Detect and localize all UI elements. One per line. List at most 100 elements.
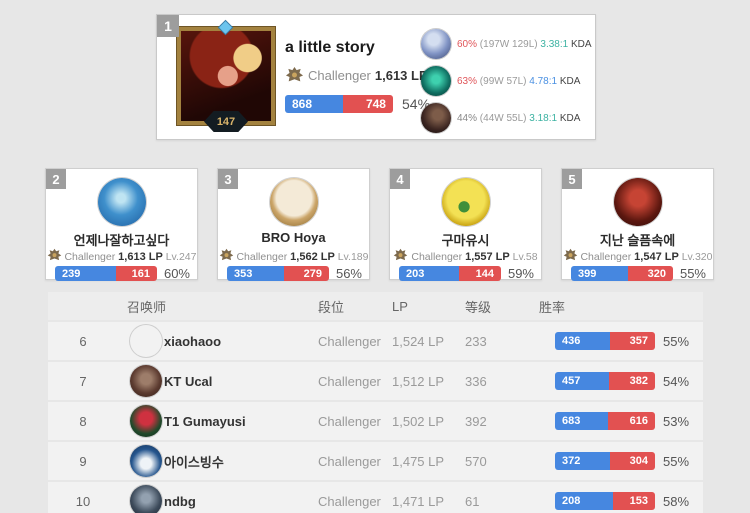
wins-count: 399: [578, 267, 597, 280]
losses-segment: 748: [343, 95, 393, 113]
winloss-row: 239 161 60%: [55, 266, 190, 281]
row-tier: Challenger: [318, 333, 381, 349]
tier-row: Challenger 1,547 LP Lv.320: [562, 248, 713, 263]
summoner-avatar: [613, 178, 662, 226]
rank-badge: 1: [157, 15, 179, 37]
winloss-bar: 683 616: [555, 412, 655, 430]
row-level: 61: [465, 493, 480, 509]
summoner-name[interactable]: T1 Gumayusi: [164, 413, 246, 429]
row-avatar-cell: [118, 485, 164, 513]
table-row[interactable]: 8 T1 Gumayusi Challenger 1,502 LP 392 68…: [48, 402, 703, 440]
summoner-name[interactable]: BRO Hoya: [261, 230, 326, 245]
losses-segment: 304: [610, 452, 655, 470]
summoner-name[interactable]: 언제나잘하고싶다: [73, 233, 170, 248]
rank-card[interactable]: 5 지난 슬픔속에 Challenger 1,547 LP Lv.320 399…: [561, 168, 714, 281]
summoner-name[interactable]: 지난 슬픔속에: [599, 233, 676, 248]
wins-segment: 868: [285, 95, 343, 113]
table-row[interactable]: 6 xiaohaoo Challenger 1,524 LP 233 436 3…: [48, 322, 703, 360]
row-avatar-cell: [118, 405, 164, 437]
rank-card[interactable]: 2 언제나잘하고싶다 Challenger 1,613 LP Lv.247 23…: [45, 168, 198, 281]
rank-card[interactable]: 3 BRO Hoya Challenger 1,562 LP Lv.189 35…: [217, 168, 370, 281]
row-winrate: 58%: [663, 493, 690, 509]
champion-stats: 60% (197W 129L) 3.38:1 KDA: [457, 39, 592, 50]
wins-count: 208: [562, 495, 581, 507]
winloss-row: 353 279 56%: [227, 266, 362, 281]
lp-value: 1,557 LP: [465, 251, 510, 263]
lp-value: 1,547 LP: [634, 251, 679, 263]
rank-badge: 4: [390, 169, 410, 189]
row-winrate: 55%: [663, 453, 690, 469]
losses-count: 320: [647, 267, 666, 280]
losses-count: 304: [629, 455, 648, 467]
row-rank: 9: [79, 453, 87, 469]
summoner-name[interactable]: KT Ucal: [164, 373, 213, 389]
champion-winrate: 44%: [457, 112, 478, 124]
row-lp: 1,512 LP: [392, 373, 445, 389]
champion-row[interactable]: 60% (197W 129L) 3.38:1 KDA: [421, 29, 593, 59]
wins-count: 203: [406, 267, 425, 280]
losses-count: 748: [365, 97, 386, 111]
summoner-avatar: 147: [177, 21, 275, 132]
winloss-bar: 399 320: [571, 266, 673, 281]
summoner-avatar: [130, 365, 162, 397]
tier-row: Challenger 1,613 LP: [285, 66, 435, 85]
summoner-name[interactable]: 아이스빙수: [164, 454, 224, 470]
losses-segment: 144: [458, 266, 501, 281]
table-body: 6 xiaohaoo Challenger 1,524 LP 233 436 3…: [48, 322, 703, 513]
level-label: Lv.247: [165, 251, 197, 263]
table-row[interactable]: 7 KT Ucal Challenger 1,512 LP 336 457 38…: [48, 362, 703, 400]
champion-kda-label: KDA: [559, 75, 581, 87]
challenger-crest-icon: [219, 248, 234, 263]
champion-kda-ratio: 3.38:1: [540, 38, 569, 50]
row-rank: 7: [79, 373, 87, 389]
summoner-level-badge: 147: [204, 111, 248, 132]
row-level: 336: [465, 373, 487, 389]
lp-value: 1,613 LP: [118, 251, 163, 263]
losses-count: 616: [629, 415, 648, 427]
champion-row[interactable]: 44% (44W 55L) 3.18:1 KDA: [421, 103, 593, 133]
rank-card[interactable]: 4 구마유시 Challenger 1,557 LP Lv.58 203 144…: [389, 168, 542, 281]
row-winrate: 54%: [663, 373, 690, 389]
wins-segment: 239: [55, 266, 116, 281]
losses-count: 161: [131, 267, 150, 280]
tier-label: Challenger: [580, 251, 632, 263]
winrate-label: 56%: [335, 266, 362, 281]
table-row[interactable]: 9 아이스빙수 Challenger 1,475 LP 570 372 304 …: [48, 442, 703, 480]
champion-record: (99W 57L): [479, 75, 527, 87]
row-lp: 1,471 LP: [392, 493, 445, 509]
rank-badge: 3: [218, 169, 238, 189]
summoner-name[interactable]: 구마유시: [441, 233, 490, 248]
tier-row: Challenger 1,562 LP Lv.189: [218, 248, 369, 263]
avatar-gem-icon: [219, 21, 232, 34]
champion-row[interactable]: 63% (99W 57L) 4.78:1 KDA: [421, 66, 593, 96]
tier-label: Challenger: [308, 68, 371, 83]
summoner-avatar: [130, 405, 162, 437]
table-row[interactable]: 10 ndbg Challenger 1,471 LP 61 208 153 5…: [48, 482, 703, 513]
row-winrate: 55%: [663, 333, 690, 349]
summoner-name[interactable]: a little story: [285, 39, 375, 56]
winloss-bar: 353 279: [227, 266, 329, 281]
summoner-name[interactable]: ndbg: [164, 493, 196, 509]
table-header: 召唤师 段位 LP 等级 胜率: [48, 292, 703, 320]
champion-kda-ratio: 4.78:1: [529, 75, 558, 87]
wins-count: 868: [292, 97, 313, 111]
summoner-name[interactable]: xiaohaoo: [164, 333, 222, 349]
row-lp: 1,475 LP: [392, 453, 445, 469]
winrate-label: 59%: [507, 266, 534, 281]
wins-segment: 457: [555, 372, 610, 390]
top-player-card[interactable]: 1 147 a little story Challenger 1,613 LP…: [156, 14, 596, 140]
tier-row: Challenger 1,613 LP Lv.247: [46, 248, 197, 263]
winloss-row: 683 616 53%: [539, 412, 703, 430]
losses-segment: 161: [115, 266, 157, 281]
header-lp: LP: [392, 298, 408, 314]
tier-label: Challenger: [64, 251, 116, 263]
winloss-bar: 208 153: [555, 492, 655, 510]
winloss-bar: 372 304: [555, 452, 655, 470]
wins-segment: 436: [555, 332, 610, 350]
winloss-row: 436 357 55%: [539, 332, 703, 350]
losses-count: 382: [629, 375, 648, 387]
header-winrate: 胜率: [539, 299, 566, 315]
summoner-avatar: [97, 178, 146, 226]
losses-count: 357: [629, 335, 648, 347]
lp-value: 1,562 LP: [290, 251, 335, 263]
